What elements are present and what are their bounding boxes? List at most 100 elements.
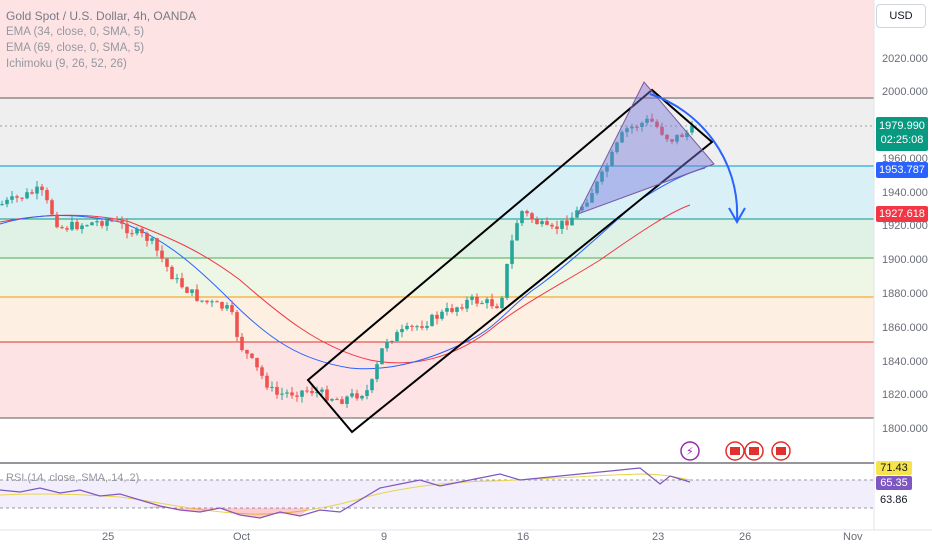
candle	[5, 199, 9, 205]
candle	[310, 390, 314, 394]
candle	[665, 134, 669, 140]
candle	[300, 390, 304, 397]
candle	[625, 128, 629, 133]
candle	[605, 166, 609, 172]
candle	[100, 221, 104, 226]
candle	[640, 122, 644, 127]
candle	[500, 297, 504, 309]
candle	[470, 296, 474, 300]
candle	[670, 139, 674, 142]
candle	[120, 220, 124, 224]
candle	[15, 196, 19, 198]
candle	[445, 308, 449, 312]
candle	[435, 314, 439, 319]
candle	[660, 126, 664, 135]
time-label: 26	[739, 531, 752, 543]
ema-34-legend[interactable]: EMA (34, close, 0, SMA, 5)	[6, 26, 145, 38]
candle	[480, 303, 484, 305]
candle	[390, 341, 394, 343]
candle	[140, 228, 144, 234]
ema-69-legend[interactable]: EMA (69, close, 0, SMA, 5)	[6, 42, 145, 54]
candle	[265, 375, 269, 388]
candle	[240, 336, 244, 351]
price-tick: 2000.000	[882, 86, 928, 98]
candle	[115, 220, 119, 222]
currency-button[interactable]: USD	[876, 4, 926, 28]
zone-lightgreen	[0, 258, 874, 297]
symbol-title[interactable]: Gold Spot / U.S. Dollar, 4h, OANDA	[6, 9, 197, 23]
ema-69-price-label: 1927.618	[876, 206, 928, 222]
candle	[650, 118, 654, 122]
candle	[620, 132, 624, 143]
candle	[395, 332, 399, 342]
candle	[215, 301, 219, 303]
candle	[380, 348, 384, 365]
candle	[600, 171, 604, 182]
candle	[465, 299, 469, 309]
zone-green	[0, 219, 874, 258]
arrow-head-icon	[728, 207, 746, 225]
candle	[450, 308, 454, 312]
candle	[245, 350, 249, 354]
candle	[335, 399, 339, 401]
candle	[610, 151, 614, 167]
candle	[10, 196, 14, 200]
candle	[510, 240, 514, 264]
price-tick: 1860.000	[882, 322, 928, 334]
candle	[330, 399, 334, 401]
current-price-value: 1979.990	[879, 120, 925, 132]
candle	[35, 186, 39, 194]
time-label: Nov	[843, 531, 863, 543]
rsi-legend[interactable]: RSI (14, close, SMA, 14, 2)	[6, 472, 140, 484]
candle	[95, 221, 99, 223]
candle	[125, 223, 129, 234]
event-icons[interactable]: ⚡	[680, 441, 791, 461]
candle	[155, 238, 159, 251]
candle	[75, 221, 79, 230]
candle	[515, 223, 519, 241]
candle	[90, 222, 94, 226]
candle	[400, 328, 404, 333]
candle	[260, 367, 264, 376]
candle	[375, 364, 379, 380]
candle	[205, 300, 209, 303]
candle	[175, 278, 179, 280]
candle	[180, 278, 184, 288]
price-tick: 1920.000	[882, 220, 928, 232]
candle	[680, 134, 684, 138]
candle	[255, 357, 259, 368]
candle	[525, 211, 529, 214]
candle	[275, 386, 279, 395]
candle	[595, 181, 599, 194]
projection-arrow	[649, 93, 739, 221]
candle	[250, 353, 254, 358]
candle	[80, 225, 84, 230]
zone-gray	[0, 98, 874, 166]
candle	[290, 392, 294, 396]
candle	[20, 197, 24, 199]
rsi-oversold-fill	[140, 506, 310, 518]
candle	[315, 391, 319, 394]
candle	[585, 202, 589, 207]
candle	[65, 228, 69, 230]
candle	[230, 305, 234, 313]
flash-event-icon	[680, 441, 700, 461]
candle	[170, 266, 174, 280]
ichimoku-legend[interactable]: Ichimoku (9, 26, 52, 26)	[6, 58, 127, 70]
candle	[0, 204, 4, 206]
price-tick: 1840.000	[882, 356, 928, 368]
candle	[560, 220, 564, 229]
candle	[340, 399, 344, 404]
time-label: Oct	[233, 531, 251, 543]
candle	[455, 307, 459, 312]
candle	[425, 325, 429, 328]
candle	[190, 289, 194, 293]
candle	[530, 213, 534, 220]
candle	[440, 311, 444, 319]
price-tick: 1900.000	[882, 254, 928, 266]
ema-34-line	[0, 167, 706, 370]
ema-34-price-label: 1953.787	[876, 162, 928, 178]
rsi-line	[0, 467, 691, 519]
rsi-sma-value: 71.43	[876, 461, 912, 475]
